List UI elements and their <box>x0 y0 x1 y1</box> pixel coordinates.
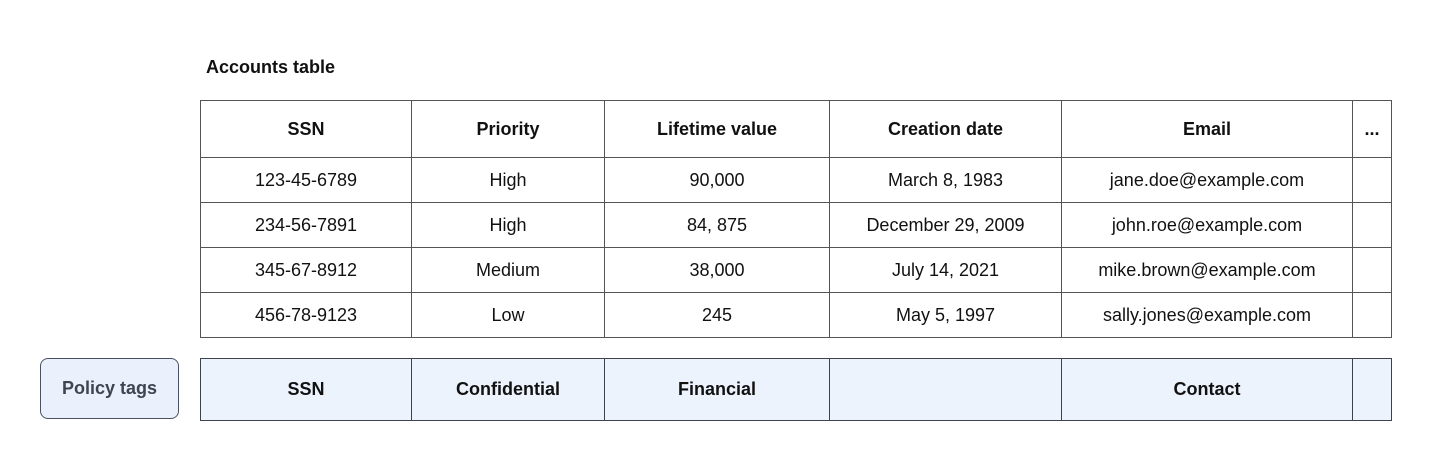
column-header-priority: Priority <box>411 100 605 158</box>
policy-tag-ssn: SSN <box>200 358 412 421</box>
column-header-ssn: SSN <box>200 100 412 158</box>
cell-creation-date: March 8, 1983 <box>829 157 1062 203</box>
cell-priority: High <box>411 157 605 203</box>
policy-tags-row: SSN Confidential Financial Contact <box>200 358 1392 421</box>
column-header-lifetime-value: Lifetime value <box>604 100 830 158</box>
accounts-table: SSN Priority Lifetime value Creation dat… <box>200 100 1392 338</box>
cell-lifetime-value: 84, 875 <box>604 202 830 248</box>
table-row: 234-56-7891 High 84, 875 December 29, 20… <box>200 202 1392 248</box>
cell-more <box>1352 292 1392 338</box>
cell-priority: Medium <box>411 247 605 293</box>
cell-email: sally.jones@example.com <box>1061 292 1353 338</box>
cell-priority: Low <box>411 292 605 338</box>
policy-tag-financial: Financial <box>604 358 830 421</box>
accounts-header-row: SSN Priority Lifetime value Creation dat… <box>200 100 1392 158</box>
cell-priority: High <box>411 202 605 248</box>
cell-email: jane.doe@example.com <box>1061 157 1353 203</box>
cell-more <box>1352 157 1392 203</box>
policy-tag-confidential: Confidential <box>411 358 605 421</box>
cell-ssn: 234-56-7891 <box>200 202 412 248</box>
column-header-email: Email <box>1061 100 1353 158</box>
cell-more <box>1352 247 1392 293</box>
cell-email: john.roe@example.com <box>1061 202 1353 248</box>
column-header-more: ... <box>1352 100 1392 158</box>
cell-creation-date: May 5, 1997 <box>829 292 1062 338</box>
policy-tags-chip[interactable]: Policy tags <box>40 358 179 419</box>
cell-more <box>1352 202 1392 248</box>
policy-tag-empty <box>829 358 1062 421</box>
cell-creation-date: December 29, 2009 <box>829 202 1062 248</box>
cell-lifetime-value: 245 <box>604 292 830 338</box>
column-header-creation-date: Creation date <box>829 100 1062 158</box>
cell-email: mike.brown@example.com <box>1061 247 1353 293</box>
cell-ssn: 345-67-8912 <box>200 247 412 293</box>
cell-ssn: 456-78-9123 <box>200 292 412 338</box>
policy-tags-chip-label: Policy tags <box>61 378 158 398</box>
table-row: 345-67-8912 Medium 38,000 July 14, 2021 … <box>200 247 1392 293</box>
cell-lifetime-value: 90,000 <box>604 157 830 203</box>
policy-tag-more-empty <box>1352 358 1392 421</box>
accounts-table-title: Accounts table <box>206 57 336 77</box>
table-row: 456-78-9123 Low 245 May 5, 1997 sally.jo… <box>200 292 1392 338</box>
cell-ssn: 123-45-6789 <box>200 157 412 203</box>
policy-tag-contact: Contact <box>1061 358 1353 421</box>
cell-creation-date: July 14, 2021 <box>829 247 1062 293</box>
cell-lifetime-value: 38,000 <box>604 247 830 293</box>
table-row: 123-45-6789 High 90,000 March 8, 1983 ja… <box>200 157 1392 203</box>
policy-tags-cells: SSN Confidential Financial Contact <box>200 358 1392 421</box>
